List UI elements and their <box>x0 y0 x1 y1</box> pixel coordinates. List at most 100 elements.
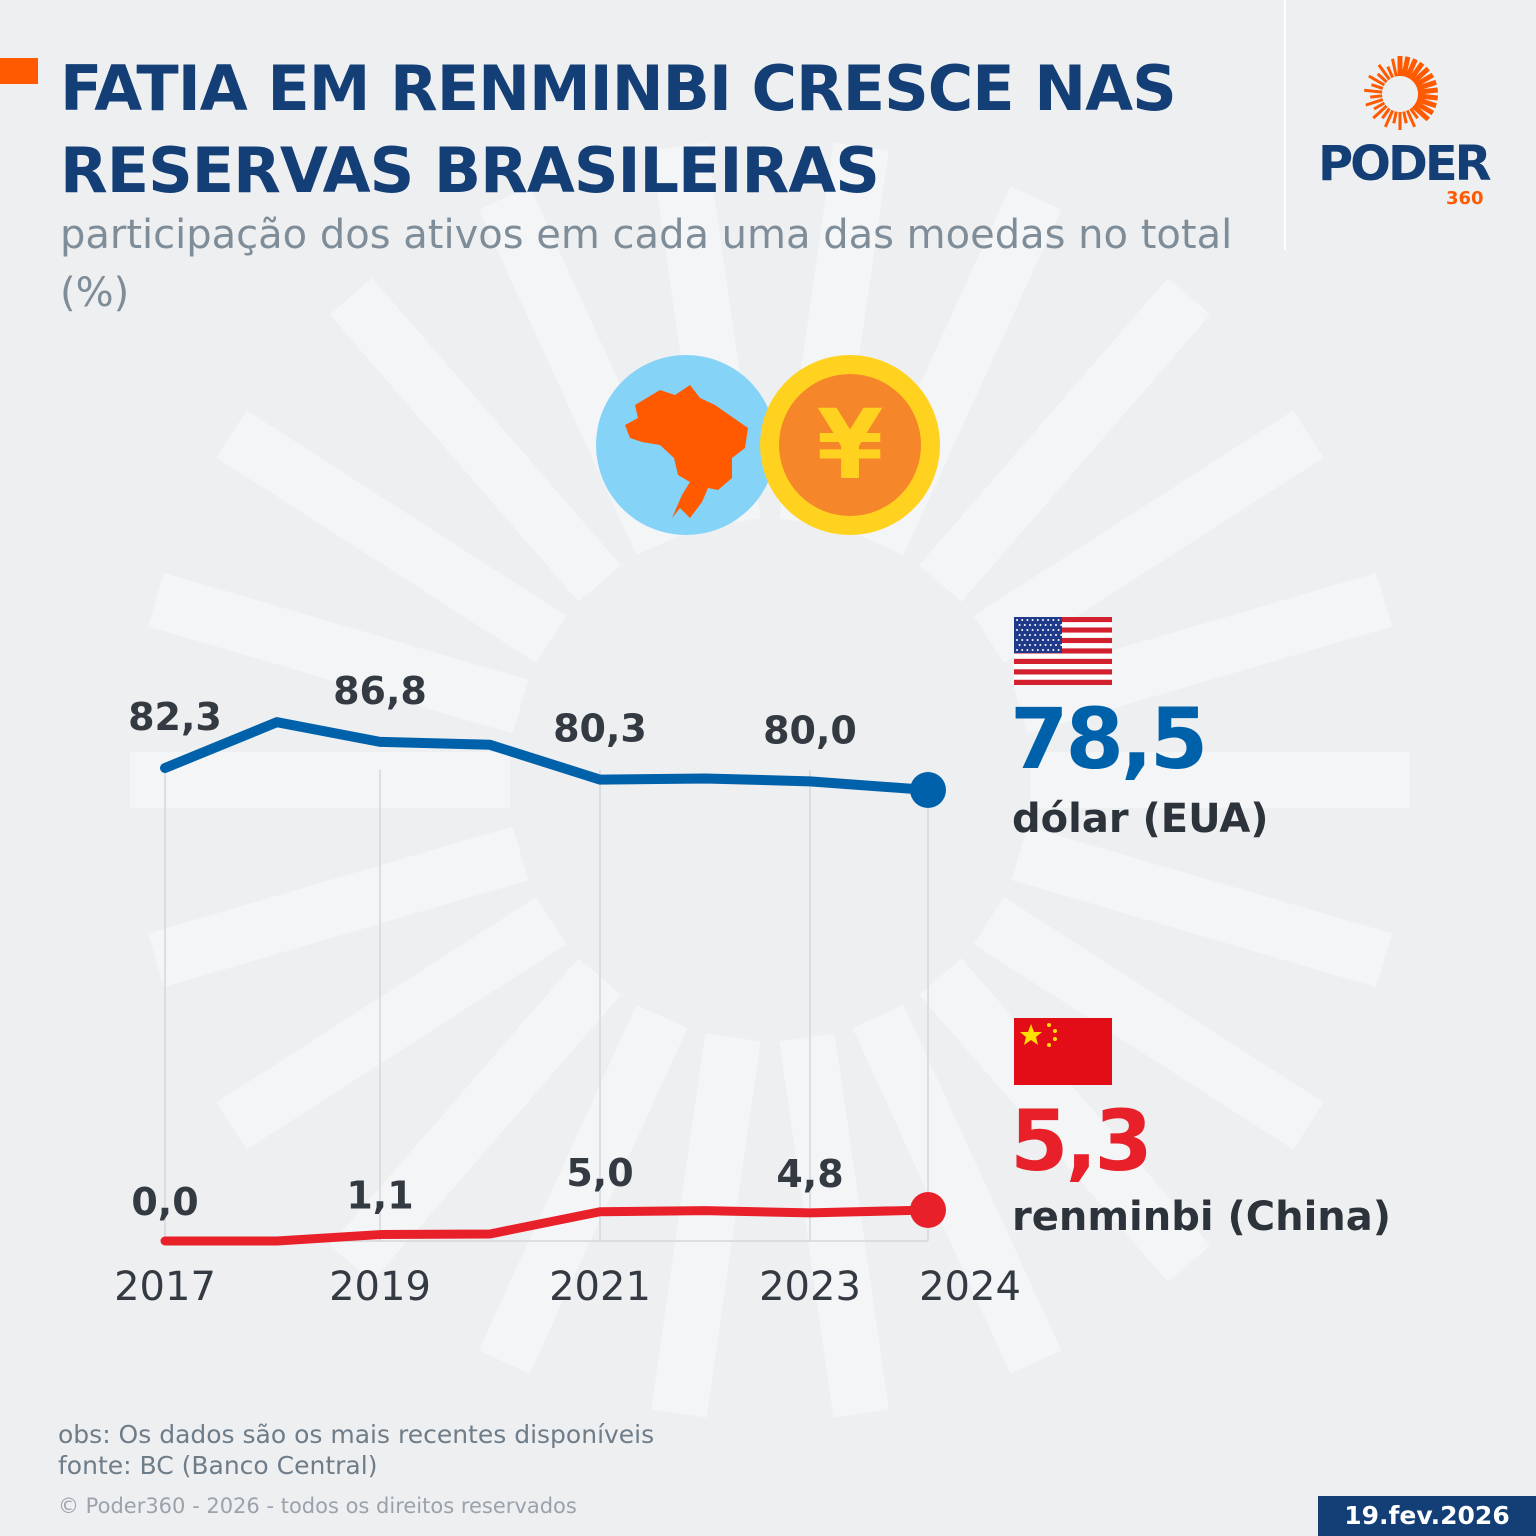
sun-ray <box>1373 101 1386 111</box>
flag-stripe <box>1014 674 1112 680</box>
flag-star <box>1018 644 1021 646</box>
flag-star <box>1049 624 1052 626</box>
flag-star <box>1018 634 1021 636</box>
flag-star <box>1036 649 1039 651</box>
date-badge: 19.fev.2026 <box>1318 1496 1536 1536</box>
flag-star <box>1034 644 1037 646</box>
illustration: ¥ <box>596 355 940 535</box>
flag-star <box>1018 624 1021 626</box>
flag-star <box>1060 624 1063 626</box>
flag-star <box>1034 624 1037 626</box>
background-ray <box>148 572 529 734</box>
data-label: 5,0 <box>566 1151 633 1195</box>
flag-star <box>1036 629 1039 631</box>
x-tick-label: 2023 <box>759 1264 861 1310</box>
data-label: 82,3 <box>128 695 222 739</box>
flag-star <box>1021 619 1024 621</box>
sun-ray <box>1383 109 1395 128</box>
flag-stripe <box>1014 643 1112 649</box>
sun-ray <box>1402 111 1408 124</box>
background-ray <box>216 897 567 1150</box>
flag-star <box>1060 644 1063 646</box>
flag-stripe <box>1014 648 1112 654</box>
yen-symbol: ¥ <box>817 389 884 501</box>
sun-ray <box>1417 87 1439 95</box>
page-subtitle: participação dos ativos em cada uma das … <box>60 212 1233 316</box>
header-divider <box>1284 0 1286 250</box>
flag-stripe <box>1014 658 1112 665</box>
flag-star <box>1055 644 1057 646</box>
flag-stripe <box>1014 627 1112 633</box>
background-ray <box>1011 572 1392 734</box>
sun-ray <box>1414 100 1435 116</box>
flag-star <box>1023 624 1026 626</box>
sun-logo-icon <box>1364 56 1439 130</box>
flag-star <box>1044 644 1047 646</box>
page-title: FATIA EM RENMINBI CRESCE NAS RESERVAS BR… <box>60 52 1177 207</box>
flag-star <box>1042 649 1044 651</box>
background-ray <box>329 277 621 602</box>
sun-ray <box>1370 94 1383 99</box>
flag-star <box>1047 629 1050 631</box>
background-ray <box>779 1033 889 1418</box>
sun-ray <box>1411 66 1430 84</box>
source-note: fonte: BC (Banco Central) <box>58 1451 378 1480</box>
background-ray <box>973 410 1324 663</box>
x-tick-label: 2021 <box>549 1264 651 1310</box>
dollar-final-value: 78,5 <box>1010 690 1208 788</box>
sun-ray <box>1416 97 1437 109</box>
sun-ray <box>1391 58 1398 77</box>
flag-star <box>1057 629 1060 631</box>
background-ray <box>216 410 567 663</box>
flag-star <box>1060 634 1063 636</box>
flag-star <box>1042 619 1044 621</box>
background-ray <box>919 277 1211 602</box>
x-tick-label: 2019 <box>329 1264 431 1310</box>
flag-star <box>1016 649 1018 651</box>
flag-star <box>1039 634 1042 636</box>
flag-star <box>1055 624 1057 626</box>
sun-ray <box>1381 107 1391 120</box>
flag-star <box>1042 639 1044 641</box>
flag-star <box>1016 619 1018 621</box>
renminbi-series-label: renminbi (China) <box>1012 1194 1392 1240</box>
sun-ray <box>1376 72 1388 84</box>
flag-star <box>1049 644 1052 646</box>
sun-ray <box>1417 93 1439 101</box>
data-label: 4,8 <box>776 1152 843 1196</box>
flag-star <box>1052 619 1055 621</box>
data-label: 80,3 <box>553 707 647 751</box>
series-line-1 <box>160 1205 933 1246</box>
logo-word: PODER <box>1318 136 1492 192</box>
flag-star <box>1031 629 1034 631</box>
data-point <box>910 772 946 809</box>
x-tick-label: 2017 <box>114 1264 216 1310</box>
flag-star <box>1052 639 1055 641</box>
flag-star <box>1029 634 1031 636</box>
background-ray <box>1011 826 1392 988</box>
sun-ray <box>1365 98 1384 107</box>
us-flag-icon <box>1014 617 1112 685</box>
flag-star <box>1016 639 1018 641</box>
flag-stripe <box>1014 669 1112 675</box>
flag-star <box>1057 619 1060 621</box>
sun-ray <box>1408 61 1425 81</box>
flag-canton <box>1014 617 1062 653</box>
obs-note: obs: Os dados são os mais recentes dispo… <box>58 1420 655 1449</box>
flag-star <box>1031 619 1034 621</box>
flag-star <box>1031 639 1034 641</box>
flag-stripe <box>1014 617 1112 623</box>
brazil-map-icon <box>596 355 776 535</box>
flag-star <box>1021 629 1024 631</box>
background-ray <box>919 958 1211 1283</box>
flag-star <box>1057 639 1060 641</box>
flag-star <box>1039 644 1042 646</box>
sun-ray <box>1368 74 1386 87</box>
data-label: 86,8 <box>333 669 427 713</box>
flag-star <box>1034 634 1037 636</box>
sun-ray <box>1409 107 1419 120</box>
china-flag-icon <box>1014 1018 1112 1085</box>
sun-ray <box>1411 104 1430 122</box>
poder360-logo: PODER 360 <box>1318 54 1492 214</box>
